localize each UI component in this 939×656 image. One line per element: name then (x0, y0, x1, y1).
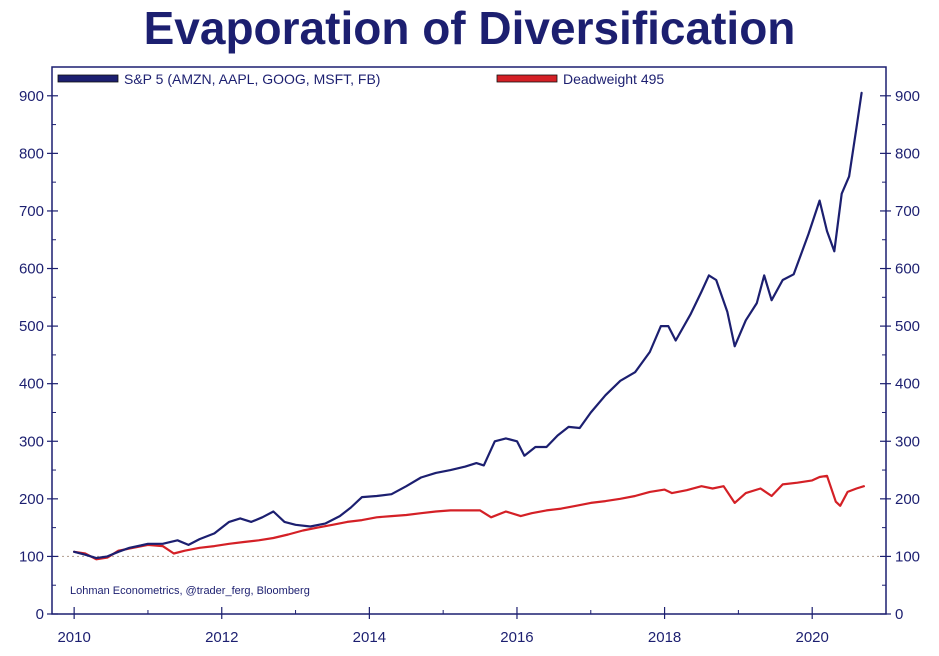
y-tick-label-right: 300 (895, 433, 920, 450)
source-note: Lohman Econometrics, @trader_ferg, Bloom… (70, 585, 310, 597)
legend-item-deadweight-495: Deadweight 495 (496, 71, 664, 87)
plot-frame (51, 66, 887, 615)
y-tick-label-left: 400 (19, 376, 44, 393)
y-tick-label-left: 900 (19, 88, 44, 105)
y-tick-label-left: 0 (36, 606, 44, 623)
y-tick-label-right: 800 (895, 145, 920, 162)
legend-swatch (57, 74, 119, 83)
chart-title: Evaporation of Diversification (143, 2, 796, 54)
y-tick-label-right: 400 (895, 376, 920, 393)
y-axis-left: 0 100 200 300 400 500 600 700 800 900 (19, 88, 58, 623)
y-tick-label-right: 500 (895, 318, 920, 335)
series-layer (72, 91, 866, 561)
y-axis-right: 0 100 200 300 400 500 600 700 800 900 (880, 88, 920, 623)
legend-label: Deadweight 495 (563, 71, 664, 87)
x-tick-label: 2014 (353, 629, 386, 646)
y-tick-label-left: 200 (19, 491, 44, 508)
legend-item-sp5: S&P 5 (AMZN, AAPL, GOOG, MSFT, FB) (57, 71, 380, 87)
y-tick-label-left: 800 (19, 145, 44, 162)
x-tick-label: 2010 (57, 629, 90, 646)
series-sp5-line (72, 91, 863, 560)
series-deadweight-495-line (72, 474, 866, 561)
y-tick-label-right: 600 (895, 261, 920, 278)
y-tick-label-left: 300 (19, 433, 44, 450)
y-tick-label-left: 100 (19, 548, 44, 565)
x-axis: 2010 2012 2014 2016 2018 2020 (57, 607, 829, 646)
x-tick-label: 2020 (796, 629, 829, 646)
y-tick-label-left: 600 (19, 261, 44, 278)
legend-swatch (496, 74, 558, 83)
legend: S&P 5 (AMZN, AAPL, GOOG, MSFT, FB) Deadwe… (57, 71, 664, 87)
x-tick-label: 2016 (500, 629, 533, 646)
y-tick-label-left: 700 (19, 203, 44, 220)
y-tick-label-right: 200 (895, 491, 920, 508)
legend-label: S&P 5 (AMZN, AAPL, GOOG, MSFT, FB) (124, 71, 380, 87)
y-tick-label-left: 500 (19, 318, 44, 335)
y-tick-label-right: 0 (895, 606, 903, 623)
y-tick-label-right: 900 (895, 88, 920, 105)
y-tick-label-right: 700 (895, 203, 920, 220)
x-tick-label: 2012 (205, 629, 238, 646)
y-tick-label-right: 100 (895, 548, 920, 565)
x-tick-label: 2018 (648, 629, 681, 646)
